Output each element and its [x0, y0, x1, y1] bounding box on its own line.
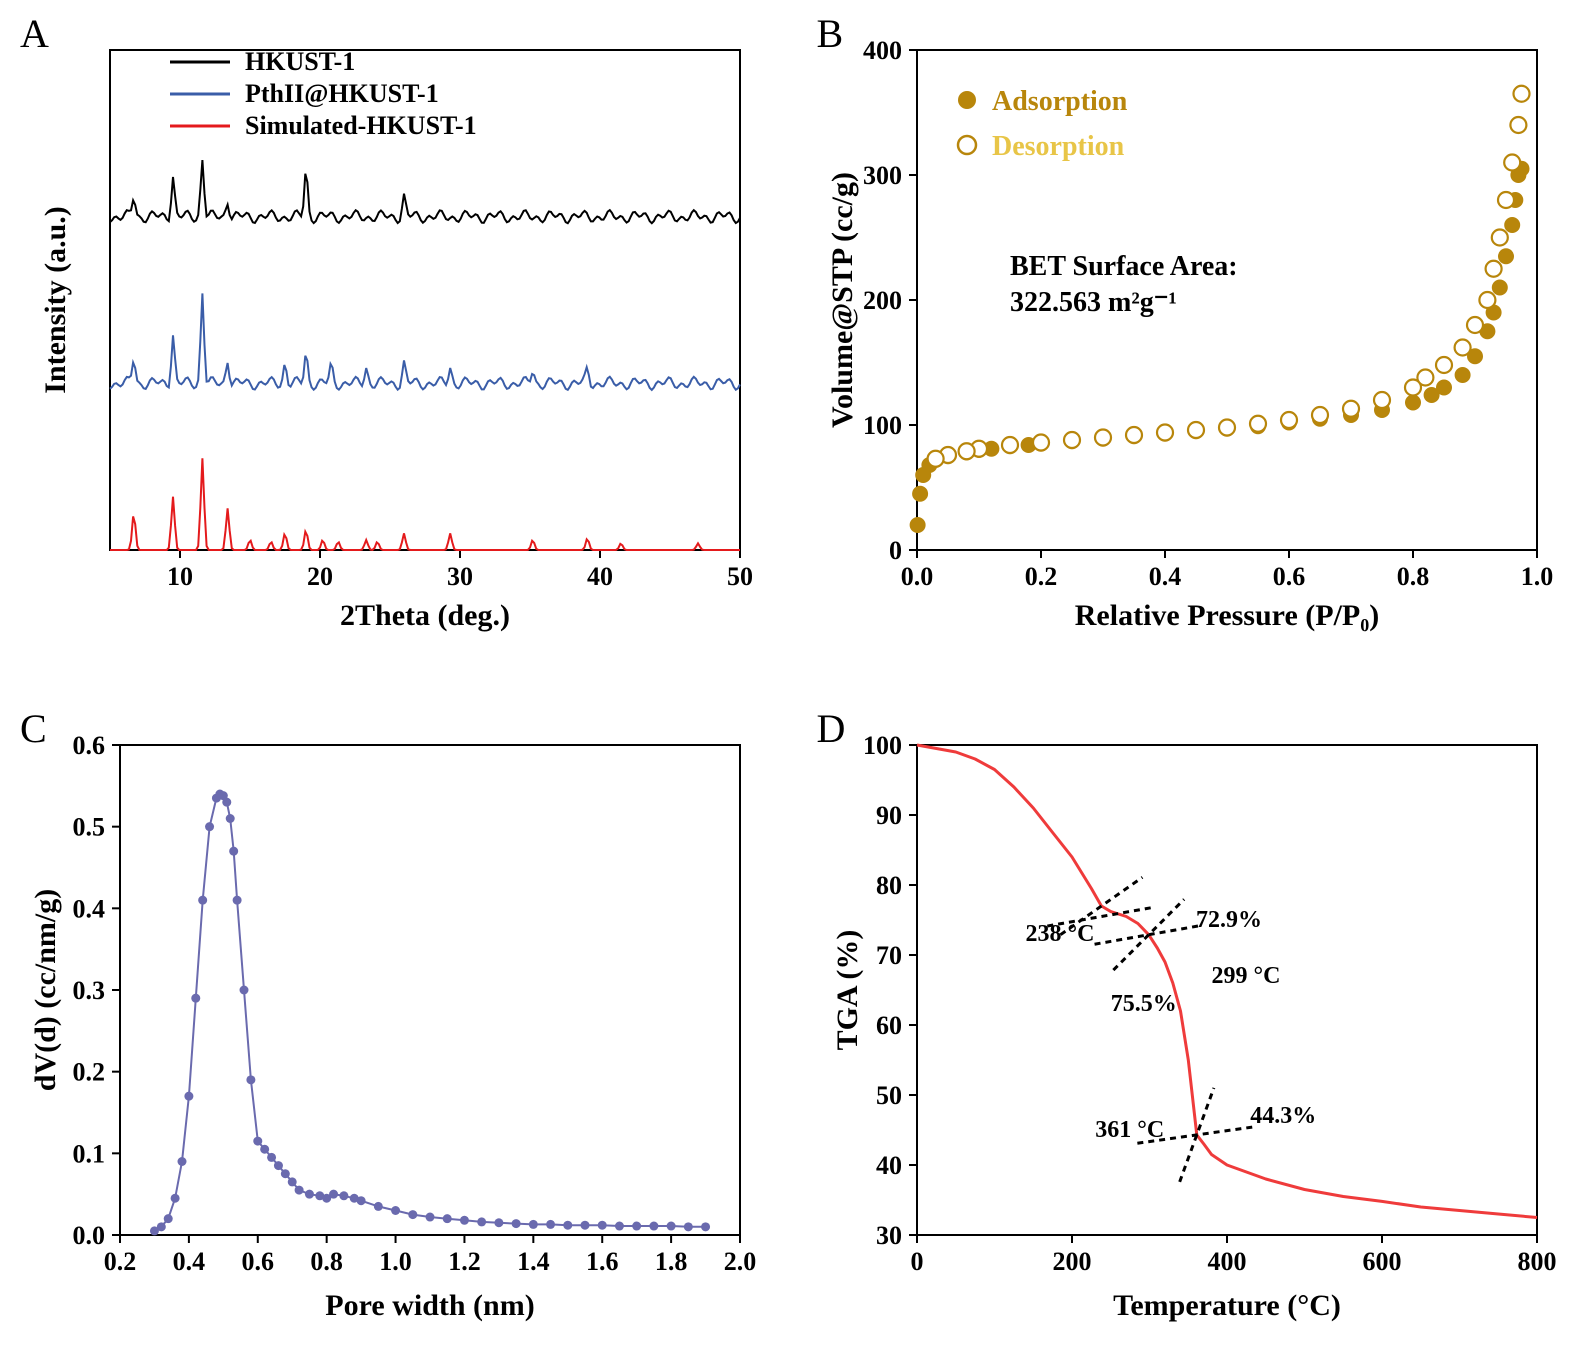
svg-text:1.0: 1.0	[379, 1247, 412, 1276]
svg-text:50: 50	[727, 562, 753, 591]
svg-text:600: 600	[1362, 1247, 1401, 1276]
svg-text:1.6: 1.6	[586, 1247, 619, 1276]
svg-text:0.4: 0.4	[173, 1247, 206, 1276]
svg-text:50: 50	[876, 1081, 902, 1110]
svg-text:0.2: 0.2	[73, 1058, 106, 1087]
svg-text:10: 10	[167, 562, 193, 591]
svg-text:Simulated-HKUST-1: Simulated-HKUST-1	[245, 111, 477, 140]
svg-text:Volume@STP (cc/g): Volume@STP (cc/g)	[826, 172, 859, 428]
svg-text:2Theta (deg.): 2Theta (deg.)	[340, 599, 510, 632]
svg-text:Pore width (nm): Pore width (nm)	[325, 1289, 534, 1322]
svg-text:2.0: 2.0	[724, 1247, 757, 1276]
svg-text:0.6: 0.6	[1272, 562, 1305, 591]
svg-text:44.3%: 44.3%	[1250, 1103, 1316, 1129]
svg-text:HKUST-1: HKUST-1	[245, 47, 355, 76]
panel-d: D 020040060080030405060708090100Temperat…	[817, 715, 1574, 1350]
svg-text:0.2: 0.2	[1024, 562, 1057, 591]
svg-text:0.8: 0.8	[1396, 562, 1429, 591]
svg-text:40: 40	[876, 1151, 902, 1180]
svg-text:90: 90	[876, 801, 902, 830]
svg-text:1.4: 1.4	[517, 1247, 550, 1276]
svg-text:0.6: 0.6	[242, 1247, 275, 1276]
svg-text:0.2: 0.2	[104, 1247, 137, 1276]
svg-text:60: 60	[876, 1011, 902, 1040]
svg-text:20: 20	[307, 562, 333, 591]
svg-text:361 °C: 361 °C	[1095, 1117, 1164, 1143]
svg-text:Desorption: Desorption	[992, 131, 1125, 162]
svg-text:200: 200	[1052, 1247, 1091, 1276]
svg-text:Relative Pressure (P/P₀): Relative Pressure (P/P₀)	[1074, 599, 1378, 632]
svg-text:Adsorption: Adsorption	[992, 86, 1128, 117]
svg-text:400: 400	[1207, 1247, 1246, 1276]
panel-c: C 0.20.40.60.81.01.21.41.61.82.00.00.10.…	[20, 715, 777, 1350]
svg-text:70: 70	[876, 941, 902, 970]
panel-b: B 0.00.20.40.60.81.00100200300400Relativ…	[817, 20, 1574, 655]
svg-text:1.2: 1.2	[448, 1247, 481, 1276]
svg-text:30: 30	[876, 1221, 902, 1250]
svg-text:0.6: 0.6	[73, 731, 106, 760]
svg-text:40: 40	[587, 562, 613, 591]
svg-text:400: 400	[863, 36, 902, 65]
svg-text:72.9%: 72.9%	[1196, 907, 1262, 933]
svg-text:TGA (%): TGA (%)	[831, 930, 864, 1051]
svg-text:1.8: 1.8	[655, 1247, 688, 1276]
svg-text:PthII@HKUST-1: PthII@HKUST-1	[245, 79, 439, 108]
svg-text:0.4: 0.4	[1148, 562, 1181, 591]
svg-text:100: 100	[863, 731, 902, 760]
figure-grid: A 10203040502Theta (deg.)Intensity (a.u.…	[20, 20, 1573, 1350]
svg-text:0.1: 0.1	[73, 1139, 106, 1168]
panel-a-label: A	[20, 10, 49, 57]
svg-text:0.0: 0.0	[900, 562, 933, 591]
panel-a-chart: 10 20 30 40 50 2Theta (deg.) Intensity (a.u.) H…	[20, 20, 760, 640]
svg-text:322.563 m²g⁻¹: 322.563 m²g⁻¹	[1010, 287, 1177, 318]
panel-c-label: C	[20, 705, 47, 752]
panel-a: A 10203040502Theta (deg.)Intensity (a.u.…	[20, 20, 777, 655]
svg-text:238 °C: 238 °C	[1025, 921, 1094, 947]
svg-text:dV(d) (cc/nm/g): dV(d) (cc/nm/g)	[29, 889, 62, 1091]
svg-text:75.5%: 75.5%	[1110, 991, 1176, 1017]
svg-text:Intensity (a.u.): Intensity (a.u.)	[39, 206, 72, 394]
svg-text:0.0: 0.0	[73, 1221, 106, 1250]
svg-text:100: 100	[863, 411, 902, 440]
svg-text:0: 0	[889, 536, 902, 565]
svg-text:0.5: 0.5	[73, 813, 106, 842]
svg-text:200: 200	[863, 286, 902, 315]
svg-text:800: 800	[1517, 1247, 1556, 1276]
svg-text:BET Surface Area:: BET Surface Area:	[1010, 251, 1238, 282]
svg-text:0.4: 0.4	[73, 894, 106, 923]
panel-d-label: D	[817, 705, 846, 752]
panel-b-chart: 0.0 0.2 0.4 0.6 0.8 1.0 0 100 200 300 400 Relative …	[817, 20, 1557, 640]
svg-text:Temperature (°C): Temperature (°C)	[1113, 1289, 1341, 1322]
svg-text:30: 30	[447, 562, 473, 591]
svg-text:0.3: 0.3	[73, 976, 106, 1005]
panel-b-label: B	[817, 10, 844, 57]
panel-d-chart: 0 200 400 600 800 30 40 50 60 70 80 90 100 Temperatur…	[817, 715, 1557, 1335]
svg-text:0: 0	[910, 1247, 923, 1276]
svg-text:0.8: 0.8	[310, 1247, 343, 1276]
panel-c-chart: 0.2 0.4 0.6 0.8 1.0 1.2 1.4 1.6 1.8 2.0 0.0 0.1 0.2 0…	[20, 715, 760, 1335]
svg-text:1.0: 1.0	[1520, 562, 1553, 591]
svg-text:300: 300	[863, 161, 902, 190]
svg-text:299 °C: 299 °C	[1211, 963, 1280, 989]
svg-text:80: 80	[876, 871, 902, 900]
